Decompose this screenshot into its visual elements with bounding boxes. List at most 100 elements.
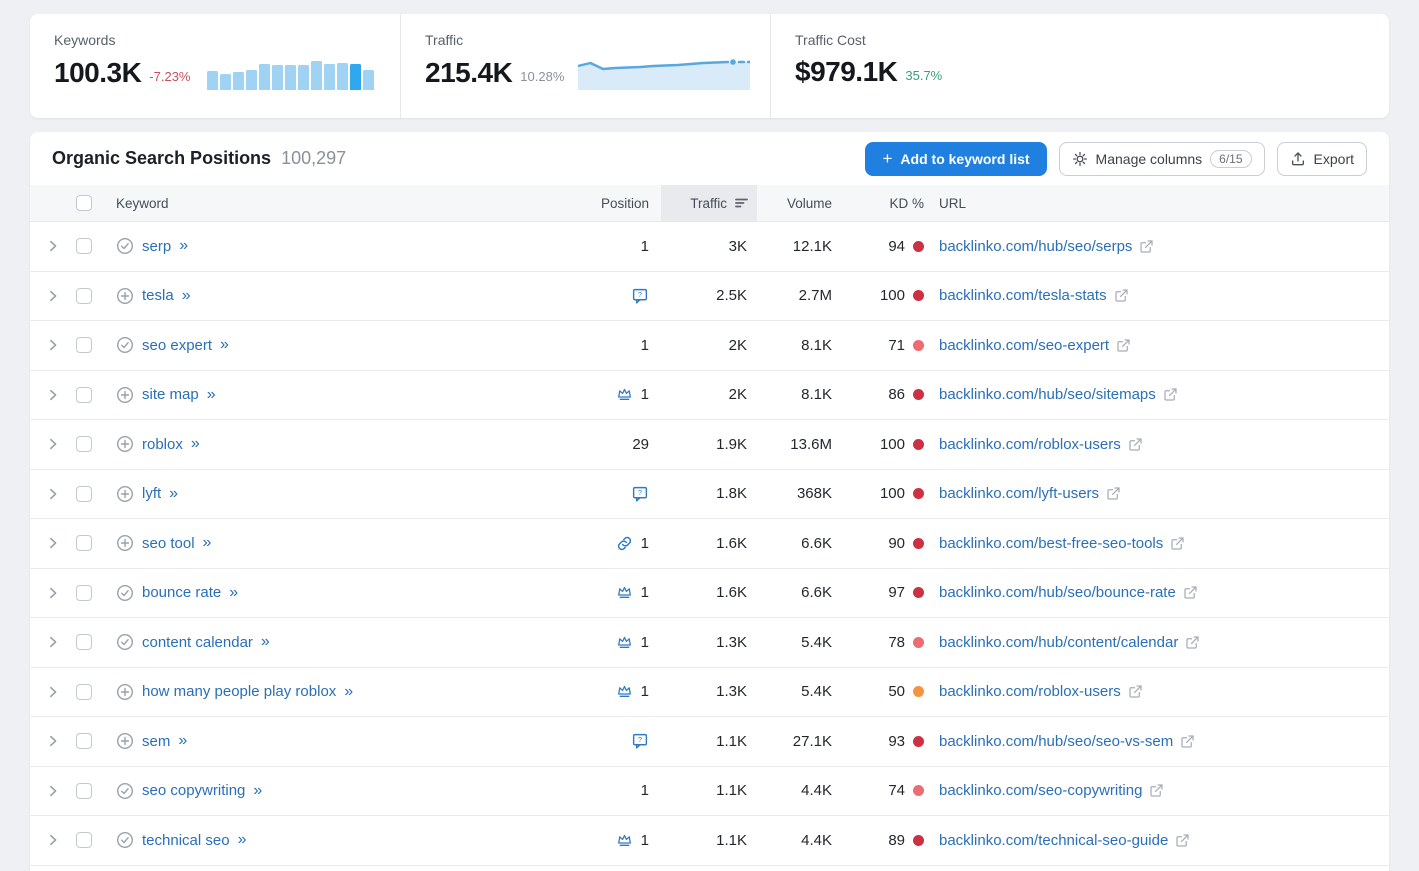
external-link-icon[interactable] [1114,288,1129,303]
url-link[interactable]: backlinko.com/best-free-seo-tools [939,535,1163,552]
row-expand-button[interactable] [30,289,76,303]
check-circle-icon[interactable] [116,237,134,255]
plus-circle-icon[interactable] [116,386,134,404]
column-header-url[interactable]: URL [939,185,1389,221]
url-link[interactable]: backlinko.com/hub/content/calendar [939,634,1178,651]
keyword-double-chevron-icon[interactable]: » [238,832,247,848]
row-expand-button[interactable] [30,536,76,550]
external-link-icon[interactable] [1170,536,1185,551]
row-checkbox[interactable] [76,535,116,551]
column-header-kd[interactable]: KD % [843,185,939,221]
row-checkbox[interactable] [76,436,116,452]
url-link[interactable]: backlinko.com/roblox-users [939,683,1121,700]
keyword-double-chevron-icon[interactable]: » [229,585,238,601]
plus-circle-icon[interactable] [116,435,134,453]
external-link-icon[interactable] [1128,684,1143,699]
external-link-icon[interactable] [1183,585,1198,600]
keyword-link[interactable]: seo tool [142,535,195,552]
keyword-double-chevron-icon[interactable]: » [203,535,212,551]
row-checkbox[interactable] [76,486,116,502]
url-link[interactable]: backlinko.com/hub/seo/bounce-rate [939,584,1176,601]
row-checkbox[interactable] [76,634,116,650]
export-button[interactable]: Export [1277,142,1367,176]
external-link-icon[interactable] [1106,486,1121,501]
row-checkbox[interactable] [76,783,116,799]
keyword-link[interactable]: roblox [142,436,183,453]
keyword-link[interactable]: content calendar [142,634,253,651]
keyword-link[interactable]: sem [142,733,170,750]
external-link-icon[interactable] [1163,387,1178,402]
external-link-icon[interactable] [1139,239,1154,254]
keyword-link[interactable]: technical seo [142,832,230,849]
row-checkbox[interactable] [76,832,116,848]
row-checkbox[interactable] [76,337,116,353]
row-checkbox[interactable] [76,387,116,403]
external-link-icon[interactable] [1185,635,1200,650]
external-link-icon[interactable] [1128,437,1143,452]
keyword-link[interactable]: seo expert [142,337,212,354]
url-link[interactable]: backlinko.com/technical-seo-guide [939,832,1168,849]
row-expand-button[interactable] [30,833,76,847]
url-link[interactable]: backlinko.com/hub/seo/sitemaps [939,386,1156,403]
url-link[interactable]: backlinko.com/seo-copywriting [939,782,1142,799]
row-checkbox[interactable] [76,733,116,749]
keyword-double-chevron-icon[interactable]: » [344,684,353,700]
select-all-checkbox[interactable] [76,185,116,221]
manage-columns-button[interactable]: Manage columns 6/15 [1059,142,1265,176]
check-circle-icon[interactable] [116,584,134,602]
keyword-link[interactable]: how many people play roblox [142,683,336,700]
check-circle-icon[interactable] [116,831,134,849]
external-link-icon[interactable] [1149,783,1164,798]
keyword-link[interactable]: site map [142,386,199,403]
external-link-icon[interactable] [1180,734,1195,749]
plus-circle-icon[interactable] [116,683,134,701]
add-to-keyword-list-button[interactable]: + Add to keyword list [865,142,1046,176]
row-expand-button[interactable] [30,338,76,352]
row-expand-button[interactable] [30,388,76,402]
url-link[interactable]: backlinko.com/tesla-stats [939,287,1107,304]
column-header-volume[interactable]: Volume [757,185,843,221]
keyword-double-chevron-icon[interactable]: » [179,238,188,254]
url-link[interactable]: backlinko.com/roblox-users [939,436,1121,453]
url-link[interactable]: backlinko.com/lyft-users [939,485,1099,502]
keyword-link[interactable]: seo copywriting [142,782,245,799]
keyword-link[interactable]: bounce rate [142,584,221,601]
plus-circle-icon[interactable] [116,732,134,750]
row-expand-button[interactable] [30,487,76,501]
column-header-traffic[interactable]: Traffic [661,185,757,221]
row-expand-button[interactable] [30,635,76,649]
row-expand-button[interactable] [30,437,76,451]
row-checkbox[interactable] [76,288,116,304]
check-circle-icon[interactable] [116,782,134,800]
row-checkbox[interactable] [76,238,116,254]
keyword-double-chevron-icon[interactable]: » [253,783,262,799]
keyword-double-chevron-icon[interactable]: » [169,486,178,502]
url-link[interactable]: backlinko.com/seo-expert [939,337,1109,354]
keyword-link[interactable]: serp [142,238,171,255]
row-expand-button[interactable] [30,685,76,699]
plus-circle-icon[interactable] [116,534,134,552]
column-header-position[interactable]: Position [541,185,661,221]
row-checkbox[interactable] [76,585,116,601]
external-link-icon[interactable] [1116,338,1131,353]
row-expand-button[interactable] [30,586,76,600]
check-circle-icon[interactable] [116,336,134,354]
row-expand-button[interactable] [30,734,76,748]
row-expand-button[interactable] [30,784,76,798]
keyword-double-chevron-icon[interactable]: » [207,387,216,403]
url-link[interactable]: backlinko.com/hub/seo/seo-vs-sem [939,733,1173,750]
keyword-double-chevron-icon[interactable]: » [261,634,270,650]
url-link[interactable]: backlinko.com/hub/seo/serps [939,238,1132,255]
check-circle-icon[interactable] [116,633,134,651]
column-header-keyword[interactable]: Keyword [116,185,541,221]
plus-circle-icon[interactable] [116,485,134,503]
row-expand-button[interactable] [30,239,76,253]
plus-circle-icon[interactable] [116,287,134,305]
keyword-double-chevron-icon[interactable]: » [220,337,229,353]
row-checkbox[interactable] [76,684,116,700]
external-link-icon[interactable] [1175,833,1190,848]
keyword-double-chevron-icon[interactable]: » [191,436,200,452]
keyword-double-chevron-icon[interactable]: » [178,733,187,749]
keyword-double-chevron-icon[interactable]: » [182,288,191,304]
keyword-link[interactable]: tesla [142,287,174,304]
